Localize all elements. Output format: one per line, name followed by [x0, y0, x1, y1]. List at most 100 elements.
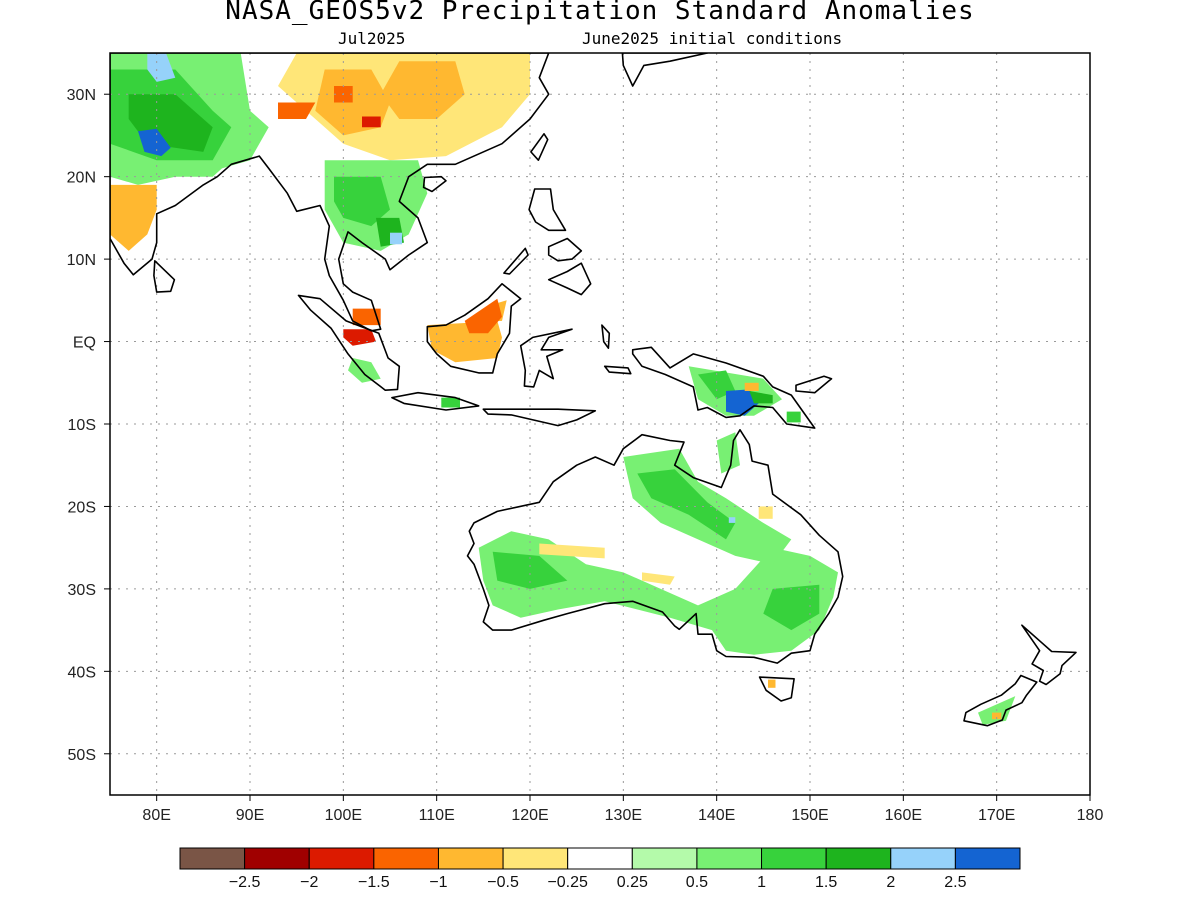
- coastline-australia: [466, 428, 844, 664]
- anomaly-region-4: [147, 53, 176, 82]
- colorbar: −2.5 −2 −1.5 −1 −0.5 −0.25 0.25 0.5 1 1.5 2 2.5: [179, 847, 1021, 891]
- anomaly-region-27: [786, 411, 801, 423]
- lon-tick-label: 160E: [885, 807, 922, 824]
- grid-layer: [110, 53, 1090, 795]
- colorbar-swatch: [825, 847, 892, 870]
- anomaly-region-8: [380, 61, 465, 119]
- lon-tick-label: 140E: [698, 807, 735, 824]
- anomaly-region-31: [492, 551, 568, 589]
- colorbar-swatch: [890, 847, 956, 870]
- coastline-japan: [621, 53, 709, 87]
- coastline-mindanao: [547, 262, 592, 296]
- colorbar-label: 0.5: [686, 874, 708, 891]
- coastline-lesser-sunda: [482, 408, 597, 427]
- anomaly-region-21: [441, 397, 460, 408]
- anomaly-region-36: [716, 432, 740, 474]
- coastline-tasmania: [758, 676, 795, 702]
- colorbar-label: −0.5: [487, 874, 519, 891]
- lat-tick-label: 30S: [68, 582, 96, 599]
- anomaly-region-15: [390, 232, 403, 245]
- lon-tick-label: 80E: [142, 807, 170, 824]
- coastline-visayas: [547, 237, 583, 262]
- anomaly-region-33: [539, 543, 605, 559]
- coastline-layer: [110, 53, 1077, 727]
- lat-tick-label: 10S: [68, 417, 96, 434]
- anomaly-region-25: [749, 391, 773, 404]
- colorbar-swatch: [502, 847, 569, 870]
- lat-tick-label: EQ: [73, 335, 96, 352]
- anomaly-region-13: [334, 176, 390, 227]
- anomaly-region-37: [728, 517, 736, 523]
- map-title: NASA_GEOS5v2 Precipitation Standard Anom…: [225, 0, 975, 26]
- coastline-luzon: [528, 188, 567, 232]
- colorbar-label: 1.5: [815, 874, 837, 891]
- lon-tick-label: 110E: [419, 807, 455, 824]
- subtitle-initial-conditions: June2025 initial conditions: [582, 29, 843, 48]
- anomaly-region-5: [110, 184, 157, 251]
- anomaly-region-40: [768, 679, 776, 688]
- anomaly-region-10: [362, 116, 381, 128]
- coastline-sumatra: [297, 294, 401, 392]
- lon-tick-label: 120E: [511, 807, 548, 824]
- lat-tick-label: 20S: [68, 499, 96, 516]
- colorbar-swatch: [696, 847, 763, 870]
- coastline-halmahera: [601, 324, 611, 350]
- lon-tick-label: 90E: [236, 807, 264, 824]
- coastline-taiwan: [530, 133, 549, 161]
- coastline-borneo: [426, 282, 522, 374]
- anomaly-region-11: [278, 102, 316, 119]
- coastline-hainan: [422, 175, 447, 193]
- colorbar-swatch: [567, 847, 633, 870]
- colorbar-label: −1: [429, 874, 447, 891]
- axis-tick-layer: 80E 90E 100E 110E 120E 130E 140E 150E 160E 170E 18…: [67, 87, 1104, 824]
- lat-tick-label: 50S: [68, 747, 96, 764]
- colorbar-swatch: [308, 847, 375, 870]
- colorbar-swatch: [373, 847, 439, 870]
- subtitle-month: Jul2025: [338, 29, 406, 48]
- anomaly-region-26: [744, 382, 759, 391]
- lon-tick-label: 180: [1077, 807, 1104, 824]
- coastline-seram: [603, 365, 632, 375]
- anomaly-region-32: [763, 584, 820, 631]
- lon-tick-label: 150E: [791, 807, 828, 824]
- anomaly-region-23: [698, 370, 736, 400]
- colorbar-label: −1.5: [358, 874, 390, 891]
- coastline-sulawesi: [519, 328, 573, 388]
- colorbar-swatch: [631, 847, 698, 870]
- coastline-sri-lanka: [153, 259, 176, 293]
- lon-tick-label: 170E: [978, 807, 1015, 824]
- colorbar-label: −2: [300, 874, 318, 891]
- anomaly-region-30: [637, 469, 736, 540]
- lat-tick-label: 20N: [67, 170, 96, 187]
- colorbar-label: 2: [886, 874, 895, 891]
- anomaly-region-3: [138, 128, 171, 157]
- colorbar-label: 0.25: [617, 874, 648, 891]
- colorbar-label: 2.5: [944, 874, 966, 891]
- anomaly-region-35: [758, 506, 773, 519]
- lat-tick-label: 40S: [68, 664, 96, 681]
- coastline-nz-north: [1021, 624, 1077, 686]
- lon-tick-label: 130E: [605, 807, 642, 824]
- colorbar-swatch: [179, 847, 246, 870]
- colorbar-swatch: [437, 847, 504, 870]
- anomaly-region-17: [464, 298, 502, 334]
- coastline-palawan: [503, 247, 529, 275]
- colorbar-label: −2.5: [229, 874, 261, 891]
- lat-tick-label: 10N: [67, 252, 96, 269]
- coastline-asia: [110, 53, 550, 332]
- anomaly-region-39: [992, 712, 1002, 720]
- colorbar-label: 1: [757, 874, 766, 891]
- anomaly-layer: [110, 53, 1016, 725]
- colorbar-swatch: [761, 847, 827, 870]
- colorbar-swatch: [244, 847, 310, 870]
- coastline-new-guinea: [631, 346, 816, 429]
- lat-tick-label: 30N: [67, 87, 96, 104]
- colorbar-swatch: [954, 847, 1021, 870]
- anomaly-region-34: [642, 572, 675, 585]
- lon-tick-label: 100E: [325, 807, 362, 824]
- anomaly-region-19: [352, 308, 381, 326]
- coastline-nz-south: [963, 674, 1038, 727]
- coastline-new-britain: [795, 375, 833, 394]
- anomaly-region-16: [427, 300, 507, 363]
- coastline-java: [391, 391, 480, 411]
